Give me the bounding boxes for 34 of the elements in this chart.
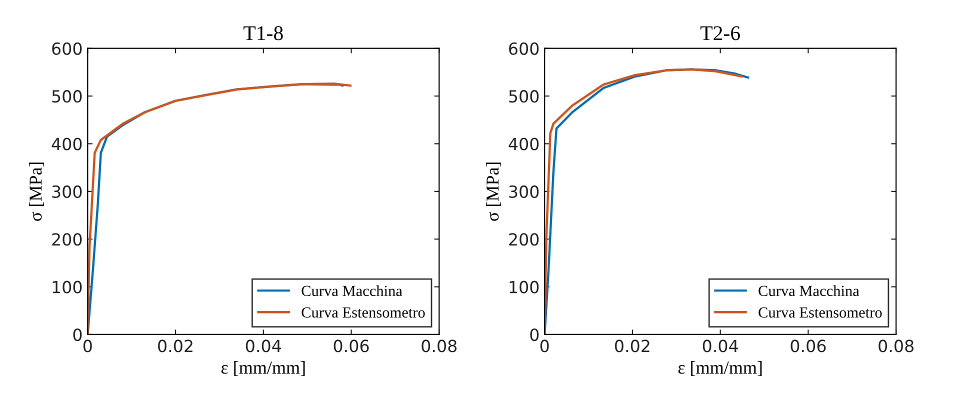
y-tick-label: 400 — [508, 138, 539, 150]
y-tick-label: 300 — [509, 185, 539, 198]
chart-title: T1-8 — [244, 26, 283, 40]
x-tick-label: 0.06 — [790, 340, 826, 352]
chart-title: T2-6 — [700, 26, 740, 40]
x-tick-label: 0.06 — [334, 340, 369, 352]
y-axis-title: σ [MPa] — [486, 162, 501, 221]
x-tick-label: 0.08 — [422, 340, 457, 352]
x-tick-label: 0.04 — [246, 340, 282, 352]
x-tick-label: 0 — [83, 340, 92, 352]
x-tick-label: 0.02 — [158, 340, 192, 352]
legend-label: Curva Estensometro — [302, 307, 425, 318]
y-tick-label: 200 — [509, 233, 539, 246]
y-tick-label: 100 — [52, 280, 82, 294]
y-tick-label: 200 — [52, 233, 82, 246]
x-tick-label: 0.08 — [878, 340, 914, 352]
y-tick-label: 0 — [530, 328, 539, 342]
y-axis-title: σ [MPa] — [29, 162, 44, 221]
x-axis-title: ε [mm/mm] — [678, 361, 762, 376]
y-tick-label: 100 — [510, 280, 539, 294]
y-tick-label: 0 — [73, 328, 82, 342]
y-tick-label: 500 — [52, 90, 82, 103]
y-tick-label: 600 — [52, 42, 82, 55]
y-tick-label: 500 — [509, 90, 539, 103]
x-tick-label: 0 — [540, 340, 549, 352]
y-tick-label: 300 — [52, 185, 82, 198]
y-tick-label: 400 — [52, 138, 82, 150]
x-axis-title: ε [mm/mm] — [221, 361, 305, 376]
y-tick-label: 600 — [509, 42, 539, 55]
x-tick-label: 0.02 — [615, 340, 650, 352]
x-tick-label: 0.04 — [702, 340, 738, 352]
legend-label: Curva Macchina — [302, 285, 402, 296]
legend-label: Curva Estensometro — [758, 307, 882, 318]
legend-label: Curva Macchina — [758, 285, 860, 296]
